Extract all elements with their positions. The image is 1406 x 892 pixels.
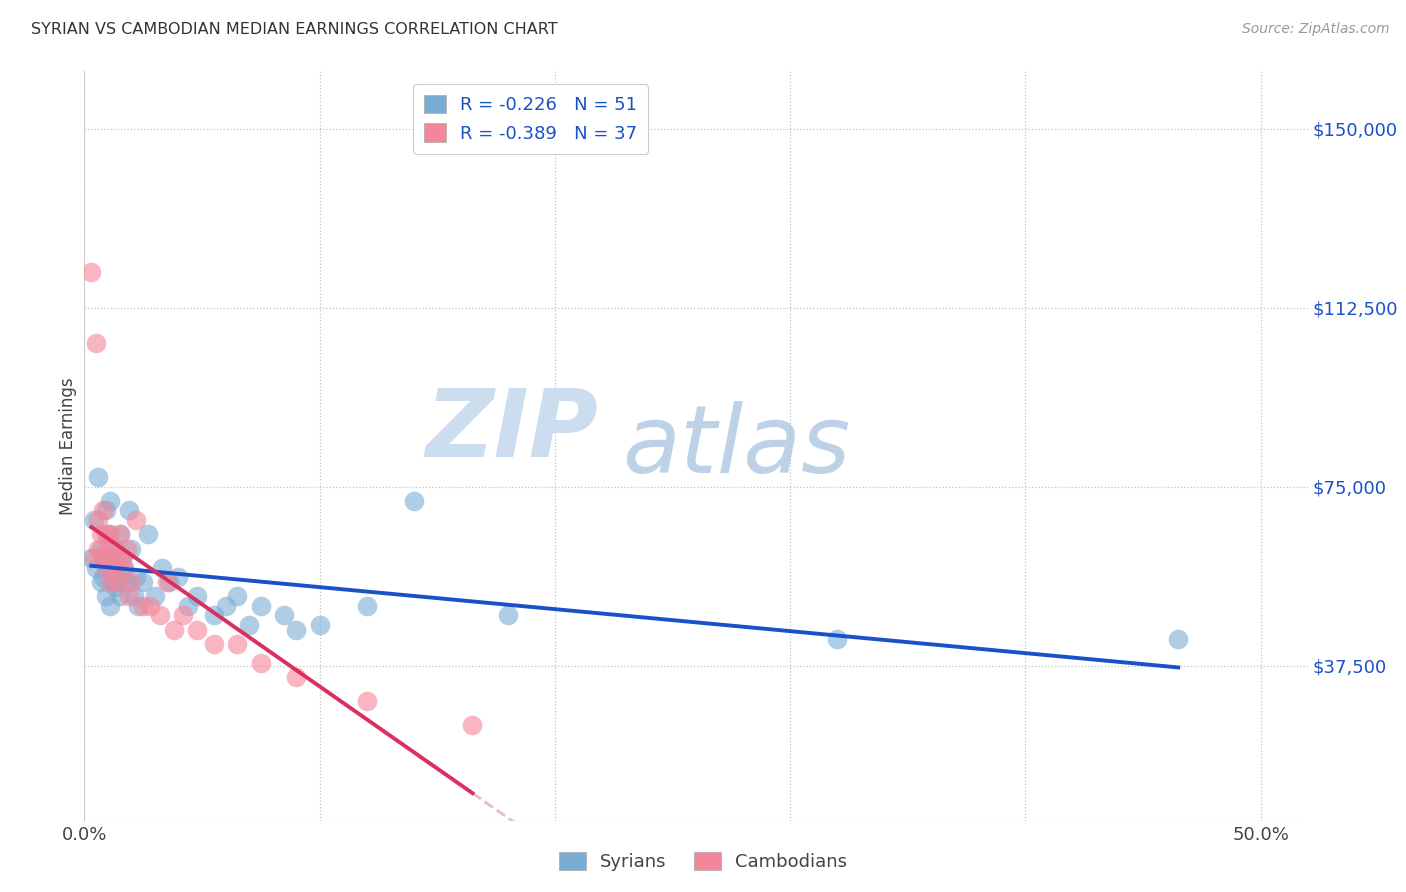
Point bbox=[115, 574, 138, 589]
Point bbox=[125, 513, 148, 527]
Point bbox=[91, 551, 114, 566]
Point bbox=[80, 551, 103, 566]
Point bbox=[87, 513, 110, 527]
Point bbox=[273, 608, 295, 623]
Point bbox=[80, 265, 103, 279]
Point bbox=[115, 541, 138, 556]
Point bbox=[90, 574, 112, 589]
Point bbox=[1167, 632, 1189, 647]
Point bbox=[91, 503, 114, 517]
Point bbox=[118, 503, 141, 517]
Point bbox=[214, 599, 236, 613]
Point bbox=[172, 608, 194, 623]
Point bbox=[285, 623, 308, 637]
Point bbox=[118, 590, 141, 604]
Point bbox=[90, 541, 112, 556]
Point bbox=[94, 560, 117, 574]
Point bbox=[132, 599, 155, 613]
Point bbox=[157, 574, 180, 589]
Text: SYRIAN VS CAMBODIAN MEDIAN EARNINGS CORRELATION CHART: SYRIAN VS CAMBODIAN MEDIAN EARNINGS CORR… bbox=[31, 22, 558, 37]
Point bbox=[226, 637, 249, 651]
Point bbox=[97, 527, 120, 541]
Point bbox=[108, 527, 131, 541]
Point bbox=[356, 694, 378, 708]
Point bbox=[108, 590, 131, 604]
Point bbox=[461, 718, 484, 732]
Point bbox=[825, 632, 848, 647]
Point bbox=[84, 336, 107, 351]
Point bbox=[156, 574, 179, 589]
Point bbox=[104, 580, 127, 594]
Point bbox=[91, 551, 114, 566]
Point bbox=[120, 541, 142, 556]
Point bbox=[122, 590, 145, 604]
Point bbox=[356, 599, 378, 613]
Point bbox=[94, 590, 117, 604]
Point bbox=[143, 590, 166, 604]
Point bbox=[139, 599, 162, 613]
Point bbox=[104, 551, 127, 566]
Point bbox=[308, 618, 330, 632]
Point bbox=[127, 599, 149, 613]
Legend: R = -0.226   N = 51, R = -0.389   N = 37: R = -0.226 N = 51, R = -0.389 N = 37 bbox=[413, 84, 648, 153]
Point bbox=[249, 599, 271, 613]
Text: ZIP: ZIP bbox=[425, 385, 598, 477]
Point bbox=[202, 637, 225, 651]
Point bbox=[177, 599, 200, 613]
Point bbox=[98, 599, 121, 613]
Point bbox=[98, 494, 121, 508]
Point bbox=[226, 590, 249, 604]
Point bbox=[91, 570, 114, 584]
Point bbox=[496, 608, 519, 623]
Y-axis label: Median Earnings: Median Earnings bbox=[59, 377, 77, 515]
Point bbox=[97, 541, 120, 556]
Text: atlas: atlas bbox=[623, 401, 851, 491]
Point bbox=[101, 560, 124, 574]
Point bbox=[111, 551, 134, 566]
Point bbox=[186, 590, 208, 604]
Point bbox=[101, 551, 124, 566]
Point bbox=[112, 560, 135, 574]
Point bbox=[186, 623, 208, 637]
Point bbox=[149, 608, 172, 623]
Point bbox=[84, 560, 107, 574]
Point bbox=[125, 570, 148, 584]
Point bbox=[83, 551, 105, 566]
Point bbox=[94, 527, 117, 541]
Point bbox=[202, 608, 225, 623]
Point bbox=[163, 623, 186, 637]
Point bbox=[167, 570, 190, 584]
Point bbox=[111, 551, 134, 566]
Point bbox=[150, 560, 173, 574]
Legend: Syrians, Cambodians: Syrians, Cambodians bbox=[551, 845, 855, 879]
Point bbox=[112, 560, 135, 574]
Point bbox=[104, 541, 127, 556]
Point bbox=[285, 670, 308, 684]
Point bbox=[238, 618, 260, 632]
Point bbox=[108, 527, 131, 541]
Point bbox=[101, 574, 124, 589]
Point bbox=[98, 574, 121, 589]
Point bbox=[90, 527, 112, 541]
Point bbox=[83, 513, 105, 527]
Point bbox=[94, 503, 117, 517]
Point bbox=[105, 560, 128, 574]
Point bbox=[132, 574, 155, 589]
Point bbox=[136, 527, 159, 541]
Point bbox=[101, 541, 124, 556]
Point bbox=[120, 574, 142, 589]
Text: Source: ZipAtlas.com: Source: ZipAtlas.com bbox=[1241, 22, 1389, 37]
Point bbox=[87, 470, 110, 484]
Point bbox=[249, 656, 271, 670]
Point bbox=[87, 541, 110, 556]
Point bbox=[402, 494, 425, 508]
Point bbox=[105, 574, 128, 589]
Point bbox=[98, 527, 121, 541]
Point bbox=[111, 574, 134, 589]
Point bbox=[97, 560, 120, 574]
